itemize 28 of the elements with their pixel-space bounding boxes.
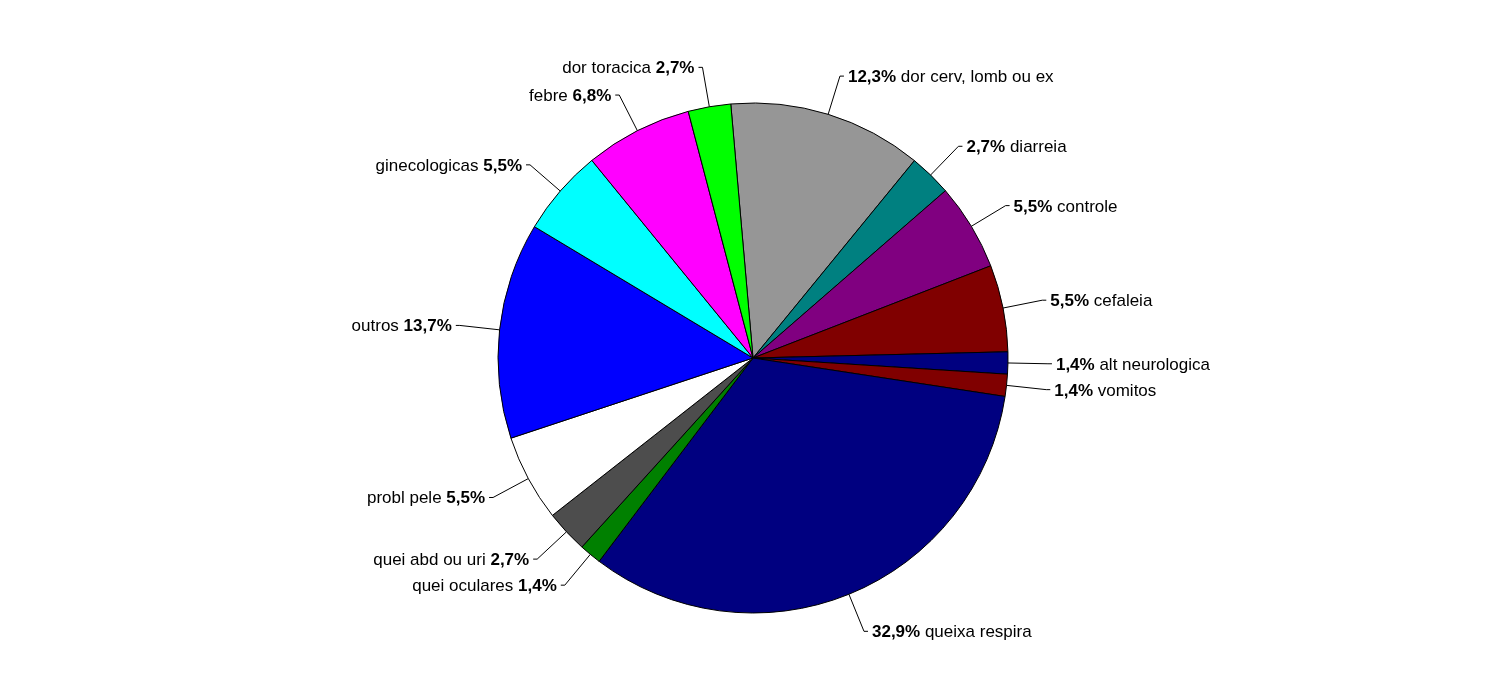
- data-label: 6,8%: [572, 85, 612, 105]
- data-label: 5,5%: [483, 155, 523, 175]
- data-label: 13,7%: [403, 315, 452, 335]
- slice-label: dor cerv, lomb ou ex: [896, 66, 1055, 86]
- slice-label: queixa respira: [920, 621, 1033, 641]
- data-label: 1,4%: [518, 575, 557, 595]
- slice-label: vomitos: [1093, 380, 1157, 400]
- slice-label: dor toracica: [562, 57, 656, 77]
- data-label: 12,3%: [847, 66, 897, 86]
- slice-label: alt neurologica: [1094, 354, 1211, 374]
- slice-label: ginecologicas: [375, 155, 484, 175]
- slice-label: cefaleia: [1089, 290, 1153, 310]
- data-label: 5,5%: [1050, 290, 1090, 310]
- data-label: 2,7%: [655, 57, 695, 77]
- slice-label: probl pele: [366, 487, 447, 507]
- slice-label: febre: [529, 85, 573, 105]
- slice-label: quei abd ou uri: [373, 549, 491, 569]
- data-label: 5,5%: [1013, 196, 1053, 216]
- slice-label: diarreia: [1005, 136, 1068, 156]
- slice-label: outros: [351, 315, 404, 335]
- data-label: 5,5%: [446, 487, 486, 507]
- slice-label: quei oculares: [412, 575, 519, 595]
- data-label: 2,7%: [966, 136, 1006, 156]
- data-label: 2,7%: [490, 549, 530, 569]
- data-label: 1,4%: [1055, 354, 1095, 374]
- data-label: 32,9%: [871, 621, 921, 641]
- data-label: 1,4%: [1054, 380, 1094, 400]
- slice-label: controle: [1052, 196, 1118, 216]
